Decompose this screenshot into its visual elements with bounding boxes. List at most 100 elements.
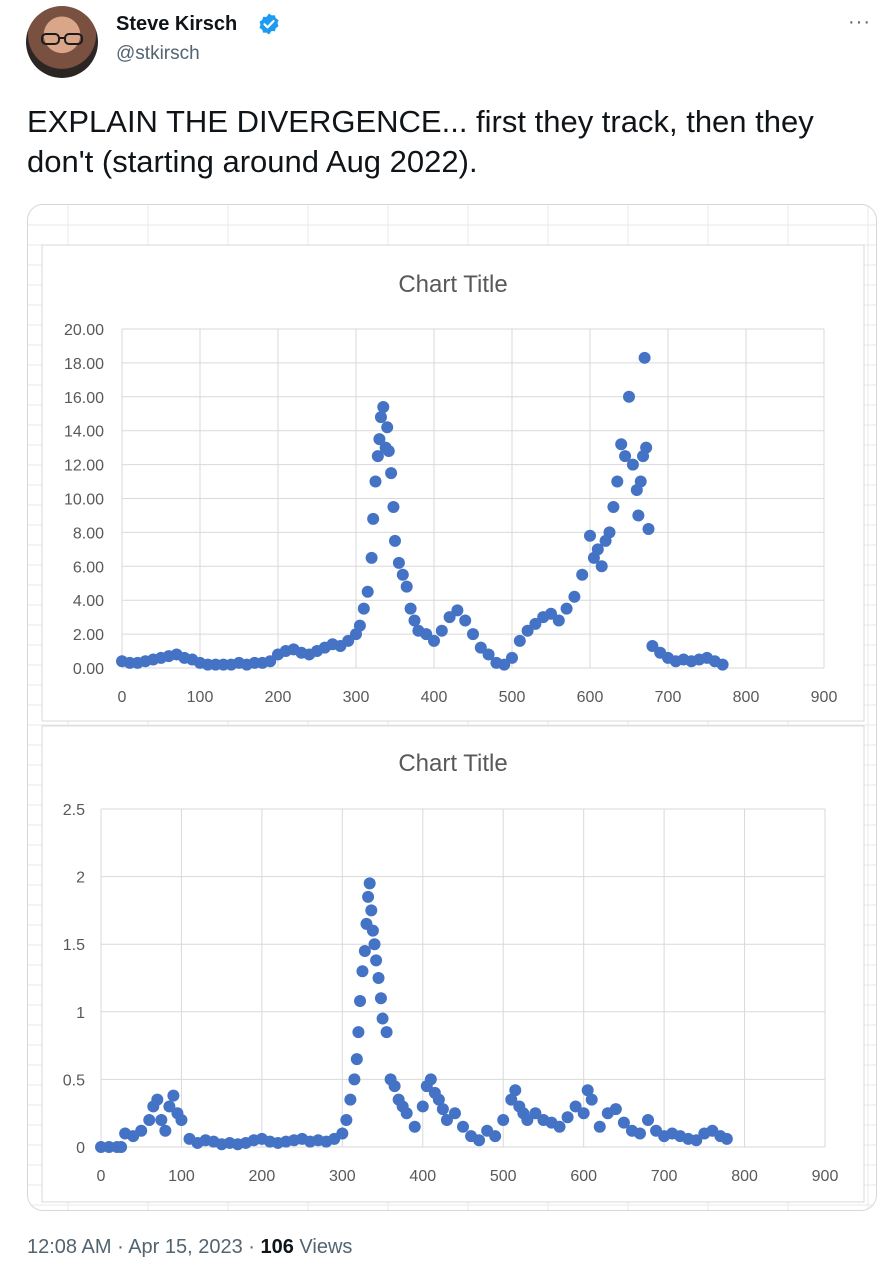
data-point — [509, 1084, 522, 1097]
footer-separator: · — [242, 1236, 261, 1258]
x-tick-label: 700 — [655, 689, 682, 706]
x-tick-label: 600 — [577, 689, 604, 706]
data-point — [611, 475, 624, 488]
data-point — [443, 611, 456, 624]
data-point — [372, 972, 385, 984]
data-point — [424, 1073, 437, 1086]
data-point — [369, 475, 382, 488]
views-label: Views — [293, 1236, 353, 1258]
data-point — [336, 1127, 349, 1140]
x-tick-label: 100 — [168, 1168, 195, 1185]
data-point — [716, 658, 729, 671]
data-point — [408, 1120, 421, 1133]
data-point — [370, 954, 383, 967]
y-tick-label: 14.00 — [64, 424, 104, 441]
data-point — [416, 1100, 429, 1113]
data-point — [552, 614, 565, 627]
data-point — [365, 904, 378, 917]
author-handle[interactable]: @stkirsch — [116, 43, 200, 64]
x-tick-label: 800 — [733, 689, 760, 706]
data-point — [497, 1113, 510, 1126]
glasses-icon — [41, 33, 83, 45]
data-point — [358, 944, 371, 957]
data-point — [374, 411, 387, 424]
data-point — [382, 445, 395, 458]
verified-badge-icon[interactable] — [257, 12, 281, 36]
data-point — [368, 938, 381, 951]
data-point — [352, 1026, 365, 1039]
data-point — [388, 1080, 401, 1093]
data-point — [362, 890, 375, 903]
avatar[interactable] — [26, 6, 98, 78]
data-point — [440, 1113, 453, 1126]
author-name[interactable]: Steve Kirsch — [116, 13, 238, 35]
data-point — [473, 1134, 486, 1147]
data-point — [576, 568, 589, 581]
tweet-image[interactable]: Chart Title 0 100 200 300 400 500 600 700 800 900 0… — [27, 204, 877, 1211]
data-point — [392, 556, 405, 569]
tweet-date[interactable]: Apr 15, 2023 — [128, 1236, 243, 1258]
x-tick-label: 0 — [97, 1168, 106, 1185]
data-point — [353, 619, 366, 632]
data-point — [482, 648, 495, 661]
data-point — [593, 1120, 606, 1133]
y-tick-label: 10.00 — [64, 492, 104, 509]
data-point — [561, 1111, 574, 1124]
data-point — [163, 1100, 176, 1113]
y-tick-label: 2 — [76, 870, 85, 887]
data-point — [371, 450, 384, 463]
data-point — [632, 509, 645, 522]
data-point — [720, 1132, 733, 1145]
data-point — [529, 617, 542, 630]
data-point — [436, 1103, 449, 1116]
data-point — [521, 624, 534, 637]
chart-area — [41, 244, 865, 722]
x-tick-label: 300 — [329, 1168, 356, 1185]
x-tick-label: 400 — [421, 689, 448, 706]
data-point — [634, 475, 647, 488]
x-tick-label: 500 — [490, 1168, 517, 1185]
data-point — [584, 529, 596, 542]
data-point — [408, 614, 421, 627]
data-point — [623, 390, 635, 403]
more-options-icon[interactable]: ··· — [848, 11, 871, 33]
data-point — [459, 614, 472, 627]
data-point — [638, 351, 651, 364]
data-point — [553, 1120, 566, 1133]
data-point — [420, 628, 433, 641]
data-point — [560, 602, 573, 615]
data-point — [377, 400, 390, 413]
x-tick-label: 500 — [499, 689, 526, 706]
data-point — [361, 585, 374, 598]
data-point — [498, 658, 511, 671]
x-tick-label: 800 — [731, 1168, 758, 1185]
y-tick-label: 2.5 — [63, 802, 85, 819]
y-tick-label: 8.00 — [73, 525, 104, 542]
y-tick-label: 0.5 — [63, 1072, 85, 1089]
x-tick-label: 300 — [343, 689, 370, 706]
tweet-time[interactable]: 12:08 AM — [27, 1236, 112, 1258]
data-point — [143, 1113, 156, 1126]
data-point — [640, 441, 653, 454]
data-point — [175, 1113, 188, 1126]
data-point — [569, 1100, 582, 1113]
data-point — [367, 512, 380, 525]
data-point — [607, 500, 620, 513]
tweet-text: EXPLAIN THE DIVERGENCE... first they tra… — [27, 104, 814, 179]
data-point — [609, 1103, 622, 1116]
data-point — [432, 1093, 445, 1106]
data-point — [619, 450, 632, 463]
footer-separator: · — [111, 1236, 129, 1258]
data-point — [356, 965, 369, 978]
y-tick-label: 16.00 — [64, 390, 104, 407]
data-point — [155, 1113, 168, 1126]
y-tick-label: 1 — [76, 1005, 85, 1022]
data-point — [400, 1107, 413, 1120]
data-point — [135, 1124, 148, 1137]
data-point — [505, 1093, 518, 1106]
data-point — [404, 602, 417, 615]
data-point — [357, 602, 370, 615]
data-point — [115, 1141, 128, 1153]
data-point — [642, 1113, 655, 1126]
x-tick-label: 600 — [570, 1168, 597, 1185]
